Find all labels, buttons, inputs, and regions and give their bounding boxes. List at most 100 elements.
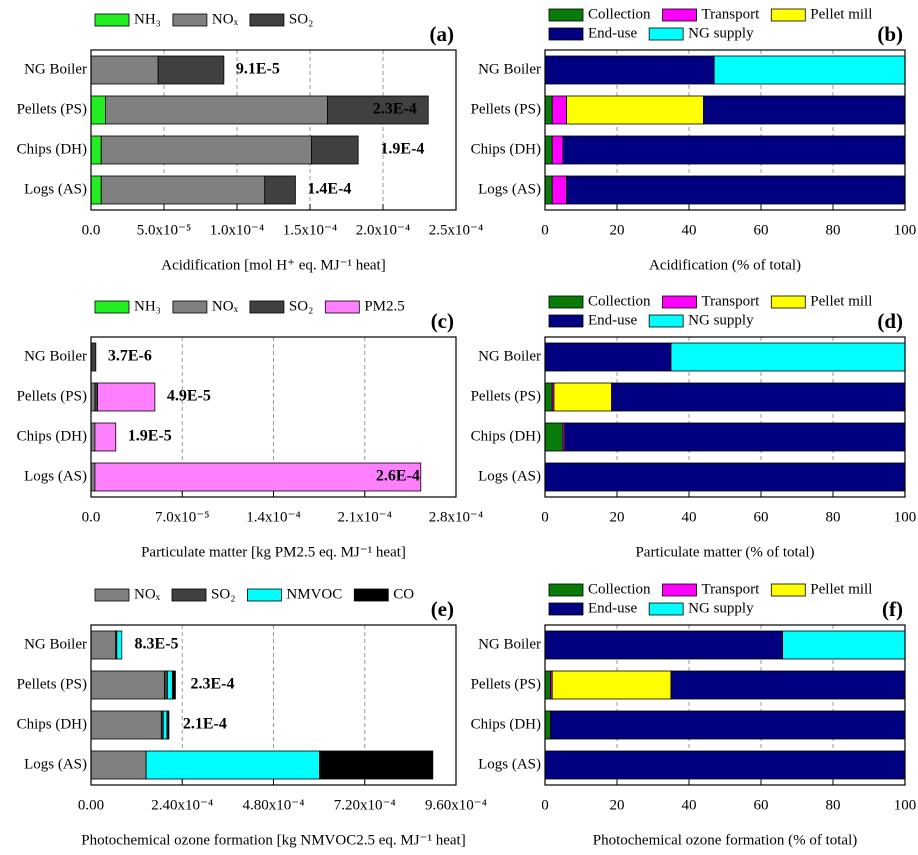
bar-segment [100, 135, 312, 165]
legend-swatch [662, 295, 697, 309]
total-label: 9.1E-4 [383, 756, 427, 773]
x-axis-title: Acidification [mol H⁺ eq. MJ⁻¹ heat] [161, 257, 385, 273]
bar-segment [566, 95, 704, 125]
bar-segment [782, 630, 906, 660]
bar-segment [90, 135, 102, 165]
x-tick-label: 80 [826, 509, 841, 525]
plot-frame [544, 624, 906, 786]
legend-swatch [548, 295, 584, 309]
legend-label: NG supply [688, 312, 754, 328]
bar-segment [544, 382, 553, 412]
bar-segment [319, 750, 434, 780]
legend-label: Pellet mill [810, 6, 872, 22]
bar-segment [544, 55, 715, 85]
bar-segment [544, 422, 564, 452]
legend-label: Pellet mill [810, 581, 872, 597]
x-tick-label: 2.5x10⁻⁴ [429, 222, 483, 238]
x-tick-label: 40 [682, 222, 697, 238]
x-tick-label: 5.0x10⁻⁵ [137, 222, 191, 238]
category-label: Logs (AS) [24, 756, 87, 772]
bar-segment [566, 175, 906, 205]
x-tick-label: 4.80x10⁻⁴ [243, 797, 305, 813]
x-tick-label: 20 [610, 222, 625, 238]
panel-label: (d) [877, 309, 903, 333]
x-tick-label: 1.4x10⁻⁴ [246, 509, 300, 525]
bar-segment [145, 750, 320, 780]
legend-swatch [94, 300, 130, 314]
panel: 0.00 2.40x10⁻⁴ 4.80x10⁻⁴ 7.20x10⁻⁴ 9.60x10⁻⁴… [17, 586, 487, 848]
x-tick-label: 7.0x10⁻⁵ [155, 509, 209, 525]
legend-swatch [172, 13, 208, 27]
bar-segment [90, 95, 106, 125]
legend-label: SO₂ [289, 11, 313, 27]
x-tick-label: 1.0x10⁻⁴ [210, 222, 264, 238]
legend-swatch [770, 295, 806, 309]
category-label: Chips (DH) [471, 428, 541, 444]
category-label: Logs (AS) [478, 756, 541, 772]
bar-segment [544, 342, 672, 372]
bar-segment [544, 175, 553, 205]
bar-segment [551, 670, 672, 700]
panel-label: (b) [877, 22, 903, 46]
x-tick-label: 20 [610, 509, 625, 525]
x-tick-label: 0 [541, 797, 549, 813]
panel-label: (a) [430, 22, 455, 46]
legend-label: Transport [702, 293, 761, 309]
bar-segment [94, 422, 117, 452]
category-label: Chips (DH) [17, 141, 87, 157]
legend-label: Transport [702, 6, 761, 22]
x-tick-label: 0.00 [78, 797, 104, 813]
bar-segment [544, 135, 553, 165]
category-label: Chips (DH) [471, 141, 541, 157]
legend-label: End-use [588, 25, 637, 41]
bar-segment [97, 382, 156, 412]
legend-swatch [548, 314, 584, 328]
legend-swatch [648, 27, 684, 41]
legend-swatch [324, 300, 360, 314]
legend-label: Pellet mill [810, 293, 872, 309]
x-tick-label: 2.8x10⁻⁴ [429, 509, 483, 525]
category-label: Pellets (PS) [471, 388, 541, 404]
bar-segment [544, 630, 784, 660]
legend-label: SO₂ [289, 298, 313, 314]
bar-segment [90, 670, 165, 700]
category-label: Pellets (PS) [471, 676, 541, 692]
category-label: Chips (DH) [17, 428, 87, 444]
panel-label: (e) [431, 597, 454, 621]
x-tick-label: 0.0 [82, 222, 101, 238]
x-tick-label: 20 [610, 797, 625, 813]
bar-segment [551, 175, 568, 205]
panel-label: (c) [431, 309, 454, 333]
plot-frame [90, 336, 457, 498]
legend-label: NG supply [688, 600, 754, 616]
bar-segment [670, 342, 906, 372]
bar-segment [311, 135, 359, 165]
legend-label: NMVOC [286, 586, 342, 602]
bar-segment [157, 55, 225, 85]
category-label: Logs (AS) [478, 181, 541, 197]
bar-segment [90, 342, 97, 372]
legend-swatch [249, 13, 285, 27]
x-tick-label: 0 [541, 509, 549, 525]
plot-frame [544, 49, 906, 211]
category-label: Chips (DH) [471, 716, 541, 732]
x-tick-label: 60 [754, 509, 769, 525]
legend-label: Collection [588, 293, 651, 309]
x-axis-title: Particulate matter (% of total) [635, 544, 814, 560]
legend-swatch [770, 8, 806, 22]
legend-label: NOₓ [212, 11, 239, 27]
bar-segment [544, 750, 906, 780]
x-axis-title: Acidification (% of total) [649, 257, 801, 273]
legend-swatch [548, 602, 584, 616]
bar-segment [327, 95, 429, 125]
x-tick-label: 100 [894, 509, 917, 525]
bar-segment [564, 422, 906, 452]
legend-swatch [172, 300, 208, 314]
legend-label: NOₓ [134, 586, 161, 602]
plot-frame [90, 49, 457, 211]
legend-label: Collection [588, 6, 651, 22]
x-tick-label: 2.1x10⁻⁴ [338, 509, 392, 525]
legend-swatch [548, 27, 584, 41]
x-tick-label: 60 [754, 222, 769, 238]
panel: 0 20 40 60 80 100 NG Boiler Pellets (PS) Chips (… [471, 581, 917, 848]
